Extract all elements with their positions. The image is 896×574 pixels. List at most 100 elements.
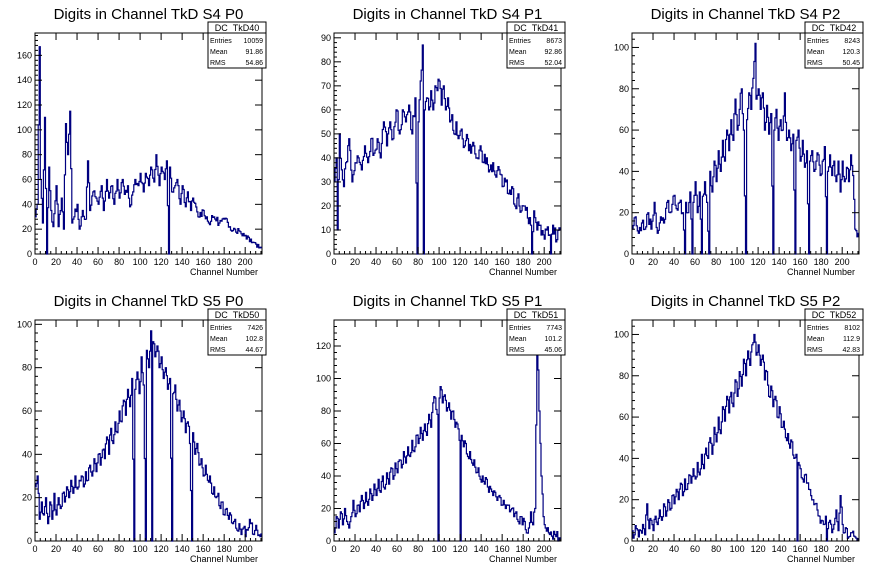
y-tick-label: 140 bbox=[17, 75, 32, 85]
histogram-line bbox=[334, 337, 561, 542]
y-tick-label: 120 bbox=[17, 100, 32, 110]
stats-rms-label: RMS bbox=[509, 60, 525, 67]
x-axis-label: Channel Number bbox=[190, 267, 258, 277]
y-tick-label: 20 bbox=[321, 504, 331, 514]
stats-rms-value: 54.86 bbox=[245, 60, 263, 67]
x-tick-label: 160 bbox=[196, 257, 211, 267]
x-tick-label: 100 bbox=[133, 544, 148, 554]
x-tick-label: 200 bbox=[238, 544, 253, 554]
stats-box: DC_TkD40 Entries 10059 Mean 91.86 RMS 54.86 bbox=[207, 21, 267, 69]
x-tick-label: 200 bbox=[835, 257, 850, 267]
y-tick-label: 40 bbox=[22, 449, 32, 459]
chart-title: Digits in Channel TkD S5 P1 bbox=[353, 293, 543, 310]
stats-rms-label: RMS bbox=[210, 60, 226, 67]
stats-rms-value: 45.06 bbox=[544, 347, 562, 354]
x-tick-label: 40 bbox=[72, 257, 82, 267]
chart-title: Digits in Channel TkD S5 P2 bbox=[651, 293, 841, 310]
x-tick-label: 160 bbox=[793, 257, 808, 267]
chart-title: Digits in Channel TkD S5 P0 bbox=[54, 293, 244, 310]
x-axis-label: Channel Number bbox=[489, 267, 557, 277]
x-tick-label: 0 bbox=[32, 544, 37, 554]
stats-box-frame bbox=[506, 308, 566, 356]
y-tick-label: 100 bbox=[614, 329, 629, 339]
stats-rms-label: RMS bbox=[807, 347, 823, 354]
y-tick-label: 60 bbox=[22, 406, 32, 416]
x-tick-label: 160 bbox=[495, 544, 510, 554]
x-tick-label: 20 bbox=[51, 257, 61, 267]
stats-box: DC_TkD52 Entries 8102 Mean 112.9 RMS 42.83 bbox=[804, 308, 864, 356]
histogram-panel-2: Digits in Channel TkD S4 P2 0 20 40 60 80 100 1… bbox=[614, 6, 864, 277]
x-tick-label: 160 bbox=[196, 544, 211, 554]
x-tick-label: 100 bbox=[730, 257, 745, 267]
stats-mean-label: Mean bbox=[509, 336, 527, 343]
x-tick-label: 0 bbox=[331, 544, 336, 554]
y-tick-label: 40 bbox=[22, 199, 32, 209]
stats-box: DC_TkD42 Entries 8243 Mean 120.3 RMS 50.45 bbox=[804, 21, 864, 69]
x-tick-label: 80 bbox=[114, 544, 124, 554]
histogram-line bbox=[35, 46, 262, 255]
x-tick-label: 180 bbox=[217, 544, 232, 554]
y-tick-label: 40 bbox=[321, 471, 331, 481]
y-tick-label: 160 bbox=[17, 50, 32, 60]
y-tick-label: 80 bbox=[619, 371, 629, 381]
x-tick-label: 40 bbox=[72, 544, 82, 554]
x-tick-label: 80 bbox=[413, 257, 423, 267]
stats-entries-label: Entries bbox=[210, 325, 232, 332]
histogram-line bbox=[632, 42, 859, 255]
histogram-line bbox=[632, 333, 859, 542]
x-tick-label: 60 bbox=[93, 257, 103, 267]
x-tick-label: 80 bbox=[711, 544, 721, 554]
stats-rms-value: 42.83 bbox=[842, 347, 860, 354]
y-tick-label: 40 bbox=[321, 153, 331, 163]
stats-mean-value: 102.8 bbox=[245, 336, 263, 343]
y-tick-label: 20 bbox=[22, 493, 32, 503]
y-tick-label: 0 bbox=[624, 249, 629, 259]
stats-rms-label: RMS bbox=[509, 347, 525, 354]
y-tick-label: 100 bbox=[316, 374, 331, 384]
stats-box: DC_TkD41 Entries 8673 Mean 92.86 RMS 52.04 bbox=[506, 21, 566, 69]
y-tick-label: 60 bbox=[321, 105, 331, 115]
x-tick-label: 20 bbox=[350, 544, 360, 554]
stats-mean-value: 92.86 bbox=[544, 49, 562, 56]
x-axis-label: Channel Number bbox=[489, 554, 557, 564]
plot-frame bbox=[34, 319, 263, 542]
stats-name: DC_TkD41 bbox=[514, 23, 559, 33]
x-tick-label: 60 bbox=[392, 544, 402, 554]
stats-mean-label: Mean bbox=[807, 49, 825, 56]
x-tick-label: 160 bbox=[495, 257, 510, 267]
stats-entries-value: 7426 bbox=[247, 325, 263, 332]
stats-mean-label: Mean bbox=[509, 49, 527, 56]
x-axis-label: Channel Number bbox=[787, 267, 855, 277]
y-tick-label: 0 bbox=[27, 249, 32, 259]
stats-rms-value: 44.67 bbox=[245, 347, 263, 354]
x-tick-label: 140 bbox=[175, 257, 190, 267]
x-tick-label: 60 bbox=[392, 257, 402, 267]
stats-box-frame bbox=[804, 308, 864, 356]
stats-rms-value: 52.04 bbox=[544, 60, 562, 67]
histogram-panel-5: Digits in Channel TkD S5 P2 0 20 40 60 80 100 1… bbox=[614, 293, 864, 564]
y-tick-label: 30 bbox=[321, 177, 331, 187]
stats-entries-label: Entries bbox=[210, 38, 232, 45]
histogram-panel-0: Digits in Channel TkD S4 P0 0 20 40 60 80 100 1… bbox=[17, 6, 267, 277]
x-tick-label: 140 bbox=[772, 257, 787, 267]
x-tick-label: 200 bbox=[537, 544, 552, 554]
x-tick-label: 20 bbox=[350, 257, 360, 267]
stats-name: DC_TkD40 bbox=[215, 23, 260, 33]
stats-mean-value: 91.86 bbox=[245, 49, 263, 56]
stats-entries-label: Entries bbox=[807, 325, 829, 332]
x-tick-label: 20 bbox=[648, 544, 658, 554]
y-tick-label: 60 bbox=[619, 412, 629, 422]
histogram-line bbox=[334, 44, 561, 255]
x-tick-label: 40 bbox=[371, 544, 381, 554]
x-tick-label: 180 bbox=[217, 257, 232, 267]
y-tick-label: 60 bbox=[321, 439, 331, 449]
x-tick-label: 180 bbox=[516, 544, 531, 554]
y-tick-label: 80 bbox=[22, 150, 32, 160]
x-tick-label: 40 bbox=[371, 257, 381, 267]
x-axis-label: Channel Number bbox=[190, 554, 258, 564]
x-tick-label: 120 bbox=[154, 257, 169, 267]
stats-box: DC_TkD50 Entries 7426 Mean 102.8 RMS 44.67 bbox=[207, 308, 267, 356]
x-tick-label: 140 bbox=[772, 544, 787, 554]
x-tick-label: 100 bbox=[133, 257, 148, 267]
